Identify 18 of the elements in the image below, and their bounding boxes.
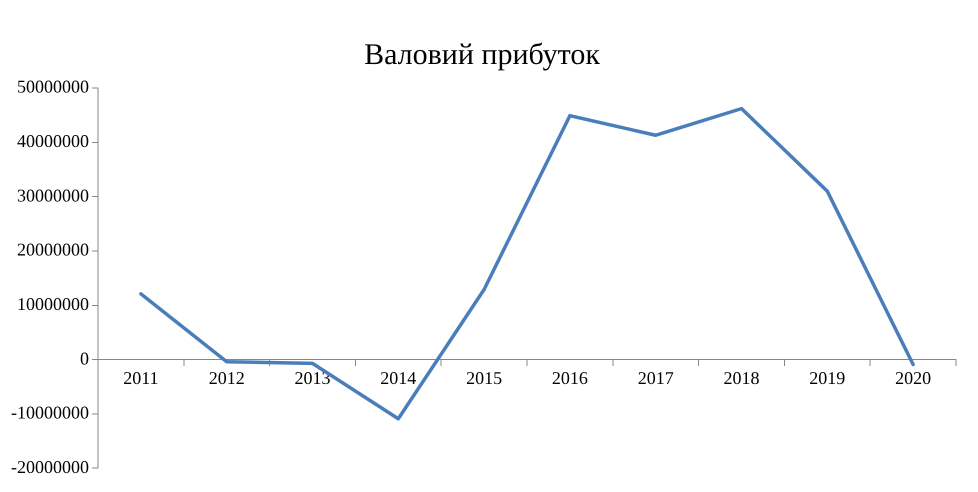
y-tick-label: 0 — [80, 348, 89, 368]
x-tick-label: 2017 — [638, 368, 674, 388]
x-tick-label: 2019 — [809, 368, 846, 388]
x-tick-label: 2011 — [123, 368, 159, 388]
x-tick-label: 2018 — [724, 368, 760, 388]
x-tick-label: 2015 — [466, 368, 502, 388]
x-tick-label: 2020 — [895, 368, 932, 388]
y-tick-label: 30000000 — [16, 185, 89, 206]
y-tick-label: 50000000 — [16, 76, 89, 97]
y-tick-label: -10000000 — [10, 402, 89, 423]
chart-title: Валовий прибуток — [364, 38, 600, 71]
y-tick-label: 20000000 — [16, 240, 89, 260]
y-tick-label: 40000000 — [16, 131, 89, 152]
x-tick-label: 2012 — [208, 368, 245, 388]
x-tick-label: 2016 — [552, 368, 588, 388]
y-tick-label: -20000000 — [10, 456, 89, 477]
x-tick-label: 2014 — [380, 368, 416, 388]
y-tick-label: 10000000 — [16, 294, 89, 314]
